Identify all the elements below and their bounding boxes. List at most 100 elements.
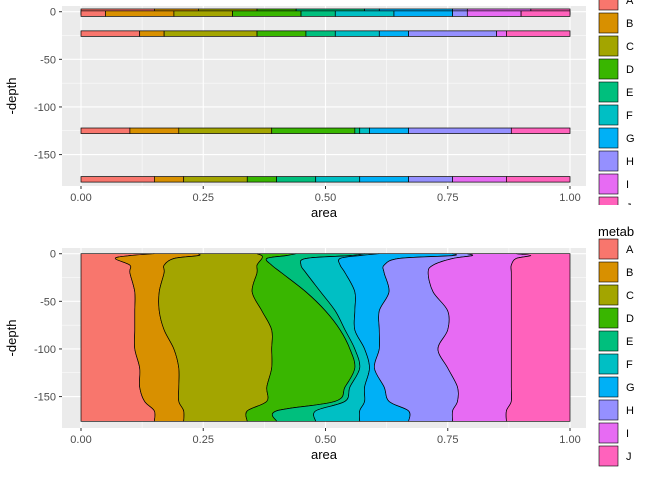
legend-label: F (626, 110, 633, 122)
x-axis-title: area (311, 447, 338, 462)
x-tick-label: 0.50 (315, 434, 336, 446)
bar-b (105, 10, 175, 17)
bar-g (378, 30, 409, 37)
bar-e (354, 127, 361, 134)
bar-h (408, 176, 453, 183)
legend-key-f (598, 353, 619, 375)
bar-d (246, 176, 277, 183)
bar-b (139, 30, 165, 37)
legend-label: D (626, 64, 634, 76)
bar-i (452, 176, 507, 183)
legend-key-c (598, 284, 619, 306)
legend-label: F (626, 359, 633, 371)
x-tick-label: 1.00 (559, 434, 580, 446)
bar-h (408, 127, 512, 134)
legend-label: I (626, 179, 629, 191)
legend-label: J (626, 202, 632, 214)
legend-key-f (598, 104, 619, 126)
y-tick-label: 0 (50, 249, 56, 261)
bar-e (300, 10, 336, 17)
legend-key-i (598, 173, 619, 195)
legend-key-d (598, 58, 619, 80)
legend-label: E (626, 336, 633, 348)
bar-j (520, 10, 571, 17)
bar-d (232, 10, 302, 17)
legend-label: H (626, 156, 634, 168)
bar-e (276, 176, 317, 183)
bar-d (271, 127, 356, 134)
legend-label: A (626, 0, 634, 7)
y-axis-title: -depth (4, 320, 19, 357)
legend-key-d (598, 307, 619, 329)
bar-b (129, 127, 180, 134)
bar-e (305, 30, 336, 37)
legend-title: metab (598, 224, 634, 239)
y-axis-title: -depth (4, 78, 19, 115)
legend-label: C (626, 41, 634, 53)
legend-label: G (626, 382, 635, 394)
bar-d (256, 30, 307, 37)
legend-key-a (598, 0, 619, 11)
legend-label: B (626, 267, 633, 279)
bar-c (183, 176, 248, 183)
y-tick-label: -150 (34, 392, 56, 404)
y-tick-label: -100 (34, 102, 56, 114)
y-tick-label: -100 (34, 344, 56, 356)
bar-c (178, 127, 273, 134)
y-tick-label: -150 (34, 150, 56, 162)
legend-key-g (598, 376, 619, 398)
bar-a (80, 10, 106, 17)
x-tick-label: 0.25 (193, 434, 214, 446)
legend-label: A (626, 244, 634, 256)
bar-g (393, 10, 453, 17)
bar-f (334, 30, 380, 37)
legend-label: G (626, 133, 635, 145)
bar-h (408, 30, 498, 37)
legend-key-b (598, 12, 619, 34)
legend-key-g (598, 127, 619, 149)
tick-labels: 0.00 0.25 0.50 0.75 1.00 0 -50 -100 -150 (34, 7, 581, 204)
legend-key-j (598, 445, 619, 467)
stacked-areas (80, 253, 571, 422)
bar-c (163, 30, 258, 37)
bar-f (334, 10, 395, 17)
chart-top: 0.00 0.25 0.50 0.75 1.00 0 -50 -100 -150 area -d… (4, 6, 586, 220)
bar-g (369, 127, 409, 134)
x-tick-label: 0.75 (437, 192, 458, 204)
x-tick-label: 0.25 (193, 192, 214, 204)
legend-label: H (626, 405, 634, 417)
bar-f (359, 127, 370, 134)
x-tick-label: 0.00 (70, 434, 91, 446)
legend-key-h (598, 150, 619, 172)
bar-j (506, 176, 571, 183)
x-tick-label: 0.75 (437, 434, 458, 446)
legend-key-b (598, 261, 619, 283)
legend-key-c (598, 35, 619, 57)
legend-key-a (598, 238, 619, 260)
tick-labels: 0.00 0.25 0.50 0.75 1.00 0 -50 -100 -150 (34, 249, 581, 446)
y-tick-label: -50 (40, 54, 56, 66)
legend-label: E (626, 87, 633, 99)
legend-label: B (626, 18, 633, 30)
bar-a (80, 30, 141, 37)
y-tick-label: 0 (50, 7, 56, 19)
x-tick-label: 0.00 (70, 192, 91, 204)
bar-g (359, 176, 409, 183)
legend-label: D (626, 313, 634, 325)
legend-label: I (626, 428, 629, 440)
bar-i (496, 30, 507, 37)
bar-f (315, 176, 361, 183)
y-tick-label: -50 (40, 296, 56, 308)
legend-key-e (598, 81, 619, 103)
legend-label: J (626, 451, 632, 463)
legend-key-h (598, 399, 619, 421)
bar-j (506, 30, 571, 37)
bar-a (80, 127, 131, 134)
bar-h (452, 10, 468, 17)
bar-b (154, 176, 185, 183)
legend-key-i (598, 422, 619, 444)
legend-label: C (626, 290, 634, 302)
stacked-bars (80, 8, 571, 183)
